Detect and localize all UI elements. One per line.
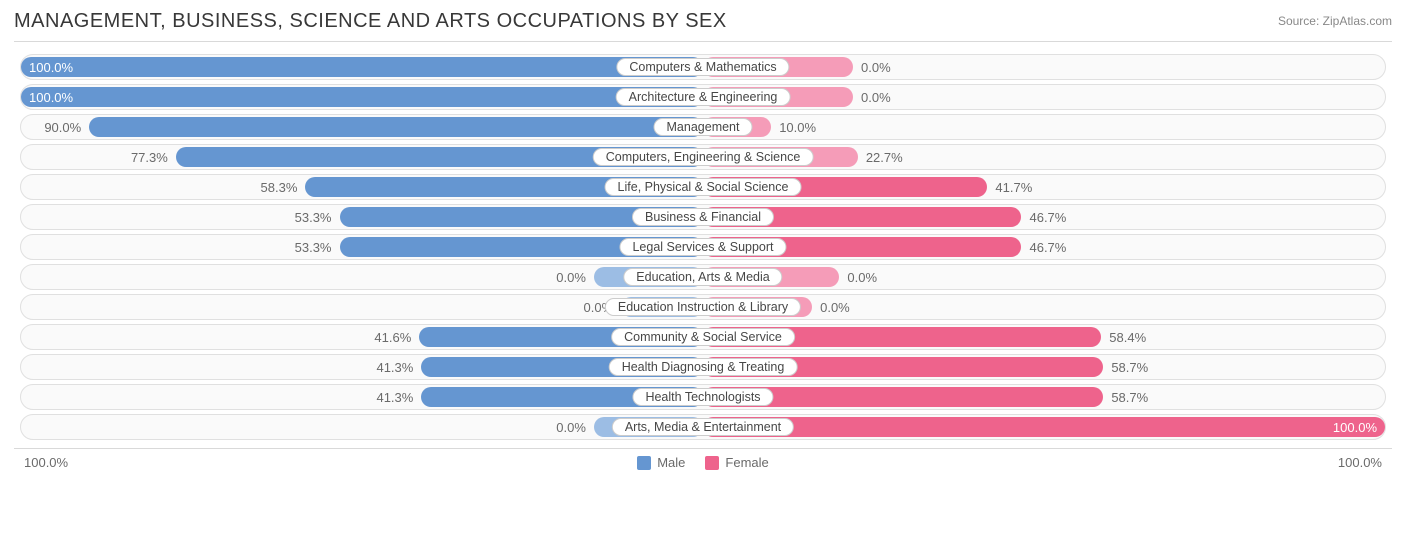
male-bar (21, 87, 703, 107)
male-value: 100.0% (29, 55, 73, 79)
chart-row: 58.3% 41.7% Life, Physical & Social Scienc… (20, 174, 1386, 200)
male-value: 41.6% (374, 325, 411, 349)
male-value: 100.0% (29, 85, 73, 109)
male-value: 0.0% (556, 265, 586, 289)
category-label: Computers & Mathematics (616, 58, 789, 76)
chart-row: 41.3% 58.7% Health Diagnosing & Treating (20, 354, 1386, 380)
category-label: Legal Services & Support (619, 238, 786, 256)
legend-female-label: Female (725, 455, 768, 470)
header: MANAGEMENT, BUSINESS, SCIENCE AND ARTS O… (14, 10, 1392, 33)
male-value: 53.3% (295, 235, 332, 259)
axis-right-label: 100.0% (1338, 455, 1382, 470)
category-label: Community & Social Service (611, 328, 795, 346)
male-swatch (637, 456, 651, 470)
legend-female: Female (705, 455, 768, 470)
axis-left-label: 100.0% (24, 455, 68, 470)
female-value: 58.4% (1109, 325, 1146, 349)
category-label: Arts, Media & Entertainment (612, 418, 794, 436)
legend-male: Male (637, 455, 685, 470)
female-value: 58.7% (1111, 385, 1148, 409)
legend-male-label: Male (657, 455, 685, 470)
category-label: Computers, Engineering & Science (593, 148, 814, 166)
female-value: 46.7% (1029, 205, 1066, 229)
male-value: 41.3% (376, 385, 413, 409)
male-value: 90.0% (44, 115, 81, 139)
chart-row: 0.0% 100.0% Arts, Media & Entertainment (20, 414, 1386, 440)
male-value: 58.3% (261, 175, 298, 199)
chart-row: 90.0% 10.0% Management (20, 114, 1386, 140)
male-value: 77.3% (131, 145, 168, 169)
male-value: 53.3% (295, 205, 332, 229)
female-bar (703, 417, 1385, 437)
chart-row: 77.3% 22.7% Computers, Engineering & Scien… (20, 144, 1386, 170)
category-label: Education, Arts & Media (623, 268, 782, 286)
chart-row: 41.6% 58.4% Community & Social Service (20, 324, 1386, 350)
female-value: 100.0% (1333, 415, 1377, 439)
category-label: Health Diagnosing & Treating (609, 358, 798, 376)
female-value: 58.7% (1111, 355, 1148, 379)
category-label: Architecture & Engineering (616, 88, 791, 106)
category-label: Life, Physical & Social Science (605, 178, 802, 196)
category-label: Business & Financial (632, 208, 774, 226)
chart-row: 41.3% 58.7% Health Technologists (20, 384, 1386, 410)
female-swatch (705, 456, 719, 470)
female-value: 0.0% (861, 55, 891, 79)
male-bar (21, 57, 703, 77)
chart-row: 100.0% 0.0% Architecture & Engineering (20, 84, 1386, 110)
chart-row: 53.3% 46.7% Business & Financial (20, 204, 1386, 230)
legend: Male Female (637, 455, 769, 470)
axis-row: 100.0% Male Female 100.0% (14, 449, 1392, 470)
chart-row: 53.3% 46.7% Legal Services & Support (20, 234, 1386, 260)
female-value: 0.0% (820, 295, 850, 319)
male-bar (89, 117, 703, 137)
chart-row: 0.0% 0.0% Education, Arts & Media (20, 264, 1386, 290)
female-value: 22.7% (866, 145, 903, 169)
female-value: 46.7% (1029, 235, 1066, 259)
category-label: Management (654, 118, 753, 136)
category-label: Health Technologists (632, 388, 773, 406)
female-value: 10.0% (779, 115, 816, 139)
female-value: 41.7% (995, 175, 1032, 199)
male-value: 41.3% (376, 355, 413, 379)
chart-row: 100.0% 0.0% Computers & Mathematics (20, 54, 1386, 80)
source-label: Source: ZipAtlas.com (1278, 14, 1392, 28)
female-value: 0.0% (861, 85, 891, 109)
category-label: Education Instruction & Library (605, 298, 801, 316)
female-value: 0.0% (847, 265, 877, 289)
chart-row: 0.0%0.0%Education Instruction & Library (20, 294, 1386, 320)
chart-title: MANAGEMENT, BUSINESS, SCIENCE AND ARTS O… (14, 10, 727, 33)
male-value: 0.0% (556, 415, 586, 439)
chart-area: 100.0%0.0%Computers & Mathematics100.0%0… (14, 41, 1392, 449)
